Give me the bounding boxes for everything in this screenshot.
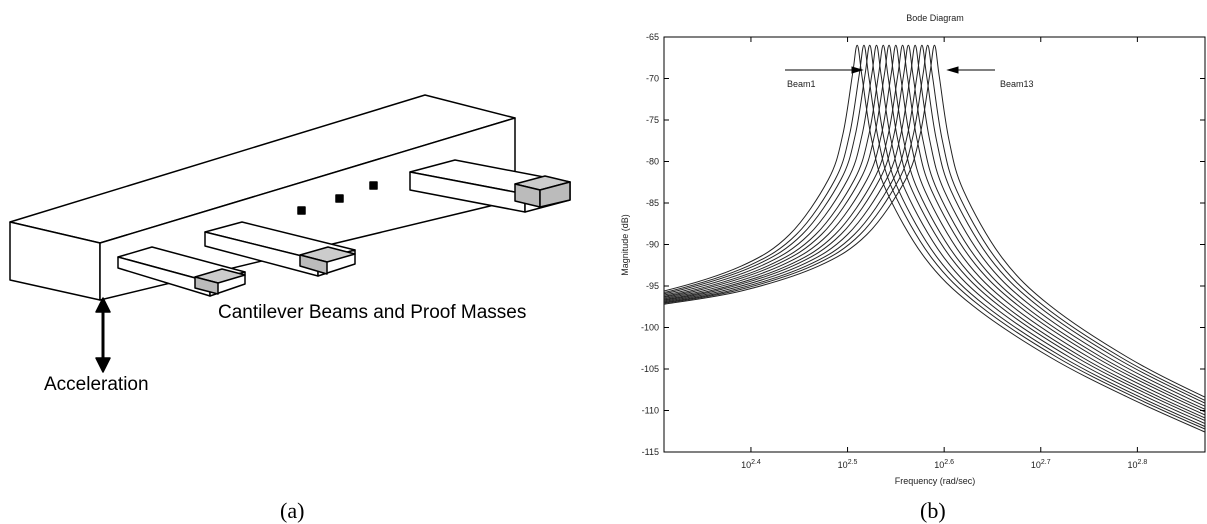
response-curve [664, 44, 1205, 401]
y-axis-label: Magnitude (dB) [620, 214, 630, 276]
x-axis-label: Frequency (rad/sec) [895, 476, 976, 486]
curves [664, 44, 1205, 433]
x-tick-label: 102.5 [838, 459, 858, 470]
y-tick-label: -100 [641, 323, 659, 333]
response-curve [664, 44, 1205, 416]
annotation-arrows [785, 66, 995, 74]
y-tick-label: -90 [646, 240, 659, 250]
y-tick-label: -95 [646, 281, 659, 291]
y-tick-label: -70 [646, 74, 659, 84]
y-tick-label: -105 [641, 364, 659, 374]
x-tick-label: 102.7 [1031, 459, 1051, 470]
caption: (a) [280, 498, 304, 523]
response-curve [664, 44, 1205, 410]
caption: (b) [920, 498, 946, 523]
response-curve [664, 44, 1205, 428]
y-tick-label: -75 [646, 115, 659, 125]
response-curve [664, 44, 1205, 413]
x-tick-label: 102.6 [934, 459, 954, 470]
y-tick-label: -115 [642, 447, 659, 457]
x-tick-label: 102.4 [741, 459, 761, 470]
response-curve [664, 44, 1205, 404]
axes: -115 -110 -105 -100 -95 -90 -85 -80 -75 -70 -65 102… [641, 32, 1205, 470]
y-tick-label: -85 [646, 198, 659, 208]
accelerometer-diagram [9, 94, 571, 373]
annotation: Beam13 [1000, 79, 1034, 89]
response-curve [664, 44, 1205, 430]
y-tick-label: -80 [646, 157, 659, 167]
chart-title: Bode Diagram [906, 13, 964, 23]
response-curve [664, 44, 1205, 422]
acceleration-label: Acceleration [44, 374, 149, 395]
beams-label: Cantilever Beams and Proof Masses [218, 302, 526, 323]
annotation: Beam1 [787, 79, 816, 89]
y-tick-label: -110 [642, 406, 659, 416]
y-tick-label: -65 [646, 32, 659, 42]
response-curve [664, 44, 1205, 398]
x-tick-label: 102.8 [1128, 459, 1148, 470]
